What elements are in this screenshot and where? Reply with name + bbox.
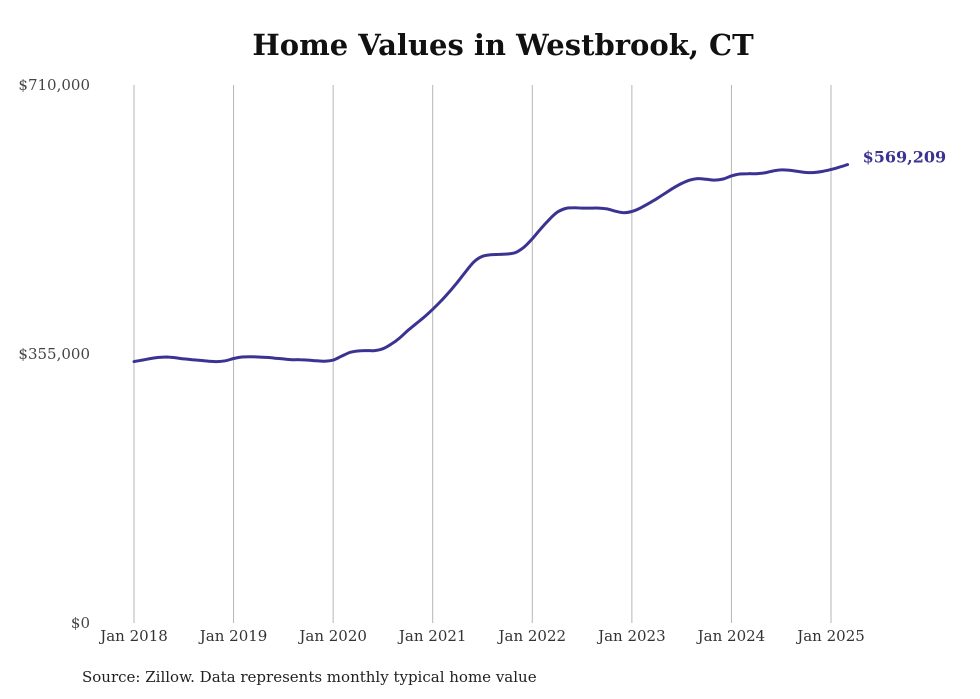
grid-lines [133, 85, 832, 623]
series-line [132, 163, 850, 364]
source-note: Source: Zillow. Data represents monthly … [82, 668, 537, 686]
x-axis-tick-labels: Jan 2018 Jan 2019 Jan 2020 Jan 2021 Jan 2022… [98, 627, 865, 645]
x-tick-label: Jan 2020 [297, 627, 367, 645]
y-axis-tick-labels: $0 $355,000 $710,000 [18, 76, 90, 632]
y-tick-label: $710,000 [18, 76, 90, 94]
chart-title: Home Values in Westbrook, CT [252, 28, 754, 62]
x-tick-label: Jan 2025 [795, 627, 865, 645]
x-tick-label: Jan 2023 [596, 627, 666, 645]
end-value-label: $569,209 [863, 148, 947, 167]
y-tick-label: $355,000 [18, 345, 90, 363]
x-tick-label: Jan 2024 [696, 627, 766, 645]
x-tick-label: Jan 2021 [397, 627, 467, 645]
series-layer [132, 163, 850, 364]
x-tick-label: Jan 2019 [198, 627, 268, 645]
x-tick-label: Jan 2018 [98, 627, 168, 645]
y-tick-label: $0 [71, 614, 90, 632]
x-tick-label: Jan 2022 [497, 627, 567, 645]
